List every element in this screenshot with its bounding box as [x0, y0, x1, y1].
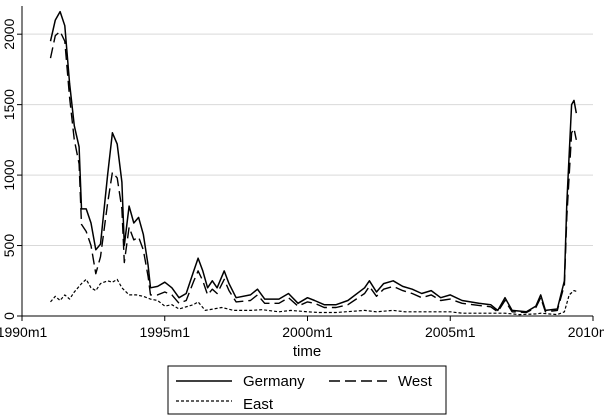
- legend-label-east: East: [243, 396, 274, 413]
- x-tick-label: 1995m1: [139, 324, 190, 340]
- x-tick-label: 2000m1: [282, 324, 333, 340]
- legend-label-germany: Germany: [243, 373, 305, 390]
- y-tick-label: 0: [1, 312, 17, 320]
- x-tick-label: 2005m1: [425, 324, 476, 340]
- series-line-west: [49, 30, 577, 314]
- series-lines: [49, 10, 578, 316]
- y-tick-label: 2000: [1, 18, 17, 49]
- gridlines: [22, 33, 593, 247]
- legend-label-west: West: [398, 373, 433, 390]
- x-tick-label: 2010m1: [568, 324, 604, 340]
- x-ticks: 1990m1 1995m1 2000m1 2005m1 2010m1: [0, 316, 604, 340]
- series-line-east: [50, 278, 577, 316]
- series-line-germany: [49, 10, 578, 313]
- y-tick-label: 1000: [1, 159, 17, 190]
- x-tick-label: 1990m1: [0, 324, 48, 340]
- legend: Germany West East: [167, 365, 447, 415]
- x-axis-title: time: [293, 343, 321, 360]
- legend-box: [167, 365, 447, 415]
- y-tick-label: 500: [1, 234, 17, 258]
- y-ticks: 0 500 1000 1500 2000: [1, 18, 22, 320]
- y-tick-label: 1500: [1, 89, 17, 120]
